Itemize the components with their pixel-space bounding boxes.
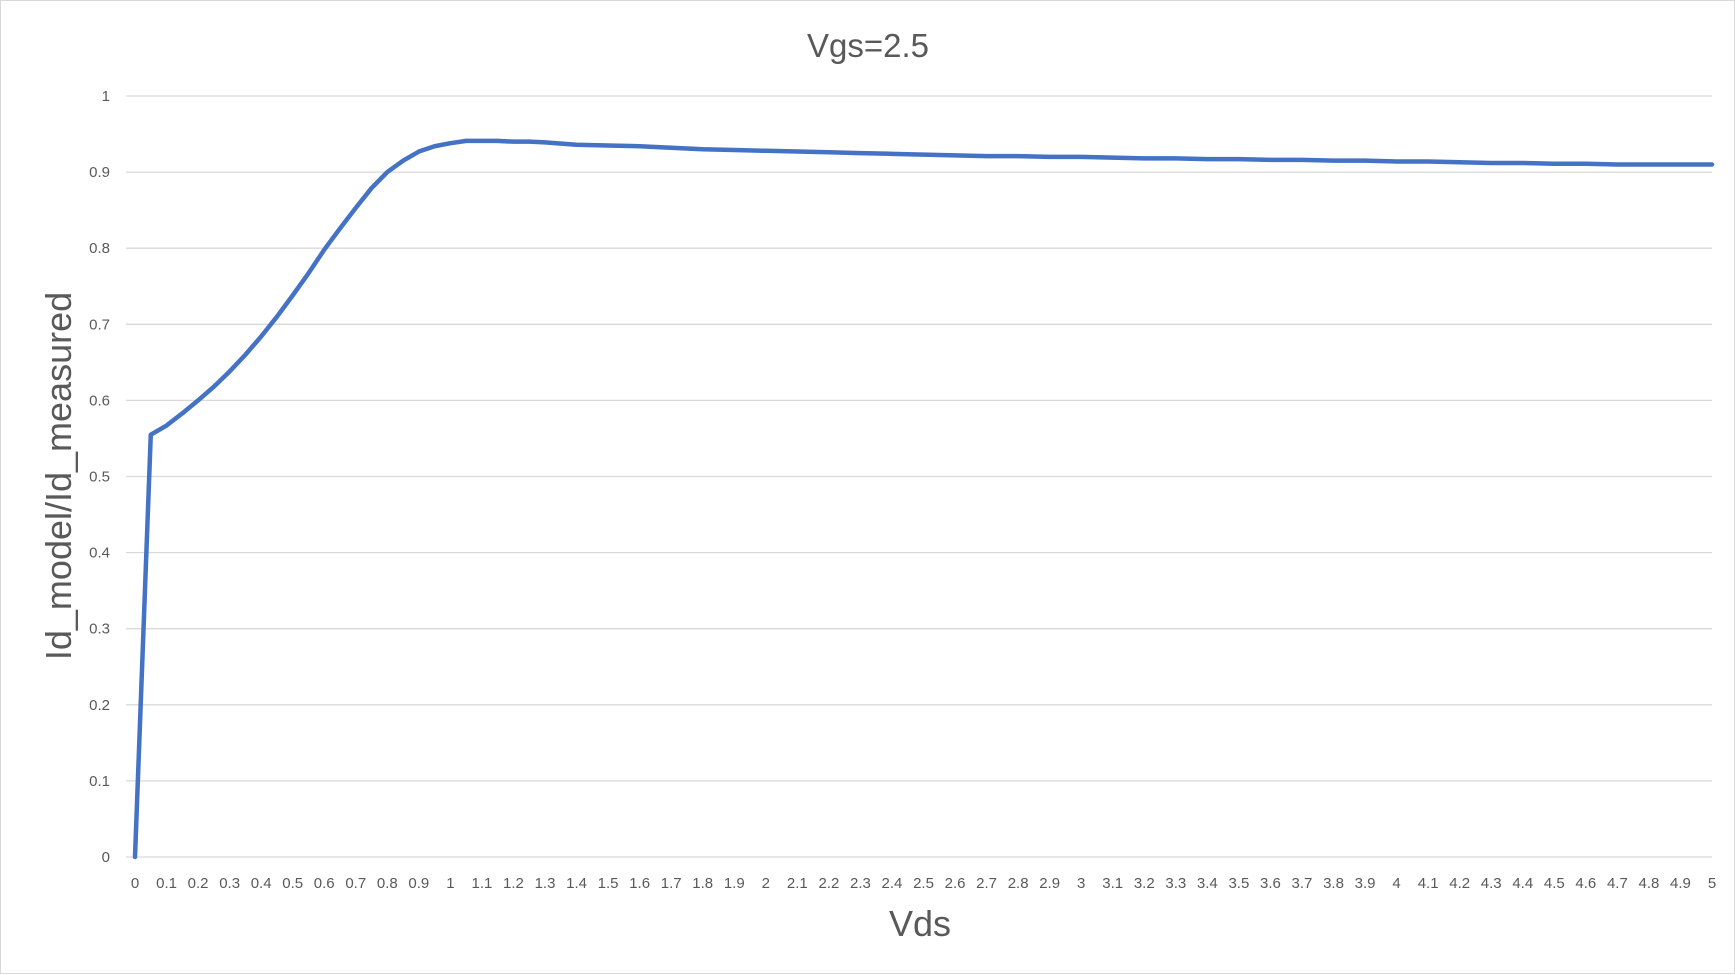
y-tick-label: 0.7 xyxy=(89,316,110,333)
x-tick-label: 2.4 xyxy=(882,875,903,892)
x-tick-label: 3.3 xyxy=(1165,875,1186,892)
x-tick-label: 3.7 xyxy=(1292,875,1313,892)
y-tick-label: 0.6 xyxy=(89,392,110,409)
x-tick-label: 4.5 xyxy=(1544,875,1565,892)
x-tick-label: 2 xyxy=(762,875,770,892)
x-tick-label: 4.2 xyxy=(1449,875,1470,892)
y-tick-label: 0.1 xyxy=(89,773,110,790)
x-tick-label: 2.2 xyxy=(818,875,839,892)
y-tick-label: 0.8 xyxy=(89,240,110,257)
chart-title: Vgs=2.5 xyxy=(807,27,929,64)
x-tick-label: 3.2 xyxy=(1134,875,1155,892)
x-tick-label: 4.4 xyxy=(1512,875,1533,892)
x-tick-label: 3.1 xyxy=(1102,875,1123,892)
x-tick-label: 0.2 xyxy=(188,875,209,892)
y-axis-title: Id_model/Id_measured xyxy=(38,292,79,660)
x-tick-label: 0.6 xyxy=(314,875,335,892)
y-tick-label: 0.9 xyxy=(89,164,110,181)
y-tick-label: 0.5 xyxy=(89,469,110,486)
x-tick-label: 4.8 xyxy=(1638,875,1659,892)
x-tick-label: 2.3 xyxy=(850,875,871,892)
x-tick-label: 3.8 xyxy=(1323,875,1344,892)
y-tick-label: 0.3 xyxy=(89,621,110,638)
x-tick-label: 3.5 xyxy=(1228,875,1249,892)
x-tick-label: 1.3 xyxy=(535,875,556,892)
x-tick-label: 2.6 xyxy=(945,875,966,892)
series-group xyxy=(132,138,1715,860)
x-tick-label: 1 xyxy=(446,875,454,892)
x-tick-label: 0 xyxy=(131,875,139,892)
x-tick-label: 3.9 xyxy=(1355,875,1376,892)
x-tick-label: 3.6 xyxy=(1260,875,1281,892)
y-tick-label: 0 xyxy=(102,849,110,866)
x-tick-label: 0.5 xyxy=(282,875,303,892)
x-tick-label: 0.4 xyxy=(251,875,272,892)
y-tick-label: 0.4 xyxy=(89,545,110,562)
x-tick-label: 2.1 xyxy=(787,875,808,892)
x-tick-label: 1.8 xyxy=(692,875,713,892)
x-tick-label: 2.9 xyxy=(1039,875,1060,892)
y-tick-label: 0.2 xyxy=(89,697,110,714)
x-axis-title: Vds xyxy=(889,903,951,944)
series-line xyxy=(132,138,1715,860)
x-tick-label: 0.9 xyxy=(408,875,429,892)
x-tick-label: 1.4 xyxy=(566,875,587,892)
x-tick-label: 1.9 xyxy=(724,875,745,892)
x-tick-label: 4.7 xyxy=(1607,875,1628,892)
x-tick-labels: 0 0.1 0.2 0.3 0.4 0.5 0.6 0.7 0.8 0.9 1 1.1 1.2 1.3 1.… xyxy=(131,875,1716,892)
x-tick-label: 4.3 xyxy=(1481,875,1502,892)
x-tick-label: 2.5 xyxy=(913,875,934,892)
x-tick-label: 0.3 xyxy=(219,875,240,892)
x-tick-label: 5 xyxy=(1708,875,1716,892)
x-tick-label: 4.6 xyxy=(1575,875,1596,892)
x-tick-label: 4.1 xyxy=(1418,875,1439,892)
x-tick-label: 1.2 xyxy=(503,875,524,892)
x-tick-label: 0.8 xyxy=(377,875,398,892)
x-tick-label: 2.8 xyxy=(1008,875,1029,892)
x-tick-label: 0.7 xyxy=(345,875,366,892)
x-tick-label: 4 xyxy=(1392,875,1400,892)
x-tick-label: 3 xyxy=(1077,875,1085,892)
gridlines xyxy=(126,95,1712,858)
x-tick-label: 1.7 xyxy=(661,875,682,892)
x-tick-label: 2.7 xyxy=(976,875,997,892)
x-tick-label: 1.6 xyxy=(629,875,650,892)
x-tick-label: 4.9 xyxy=(1670,875,1691,892)
x-tick-label: 3.4 xyxy=(1197,875,1218,892)
y-tick-labels: 0 0.1 0.2 0.3 0.4 0.5 0.6 0.7 0.8 0.9 1 xyxy=(89,88,110,866)
x-tick-label: 1.1 xyxy=(472,875,493,892)
x-tick-label: 1.5 xyxy=(598,875,619,892)
y-tick-label: 1 xyxy=(102,88,110,105)
x-tick-label: 0.1 xyxy=(156,875,177,892)
